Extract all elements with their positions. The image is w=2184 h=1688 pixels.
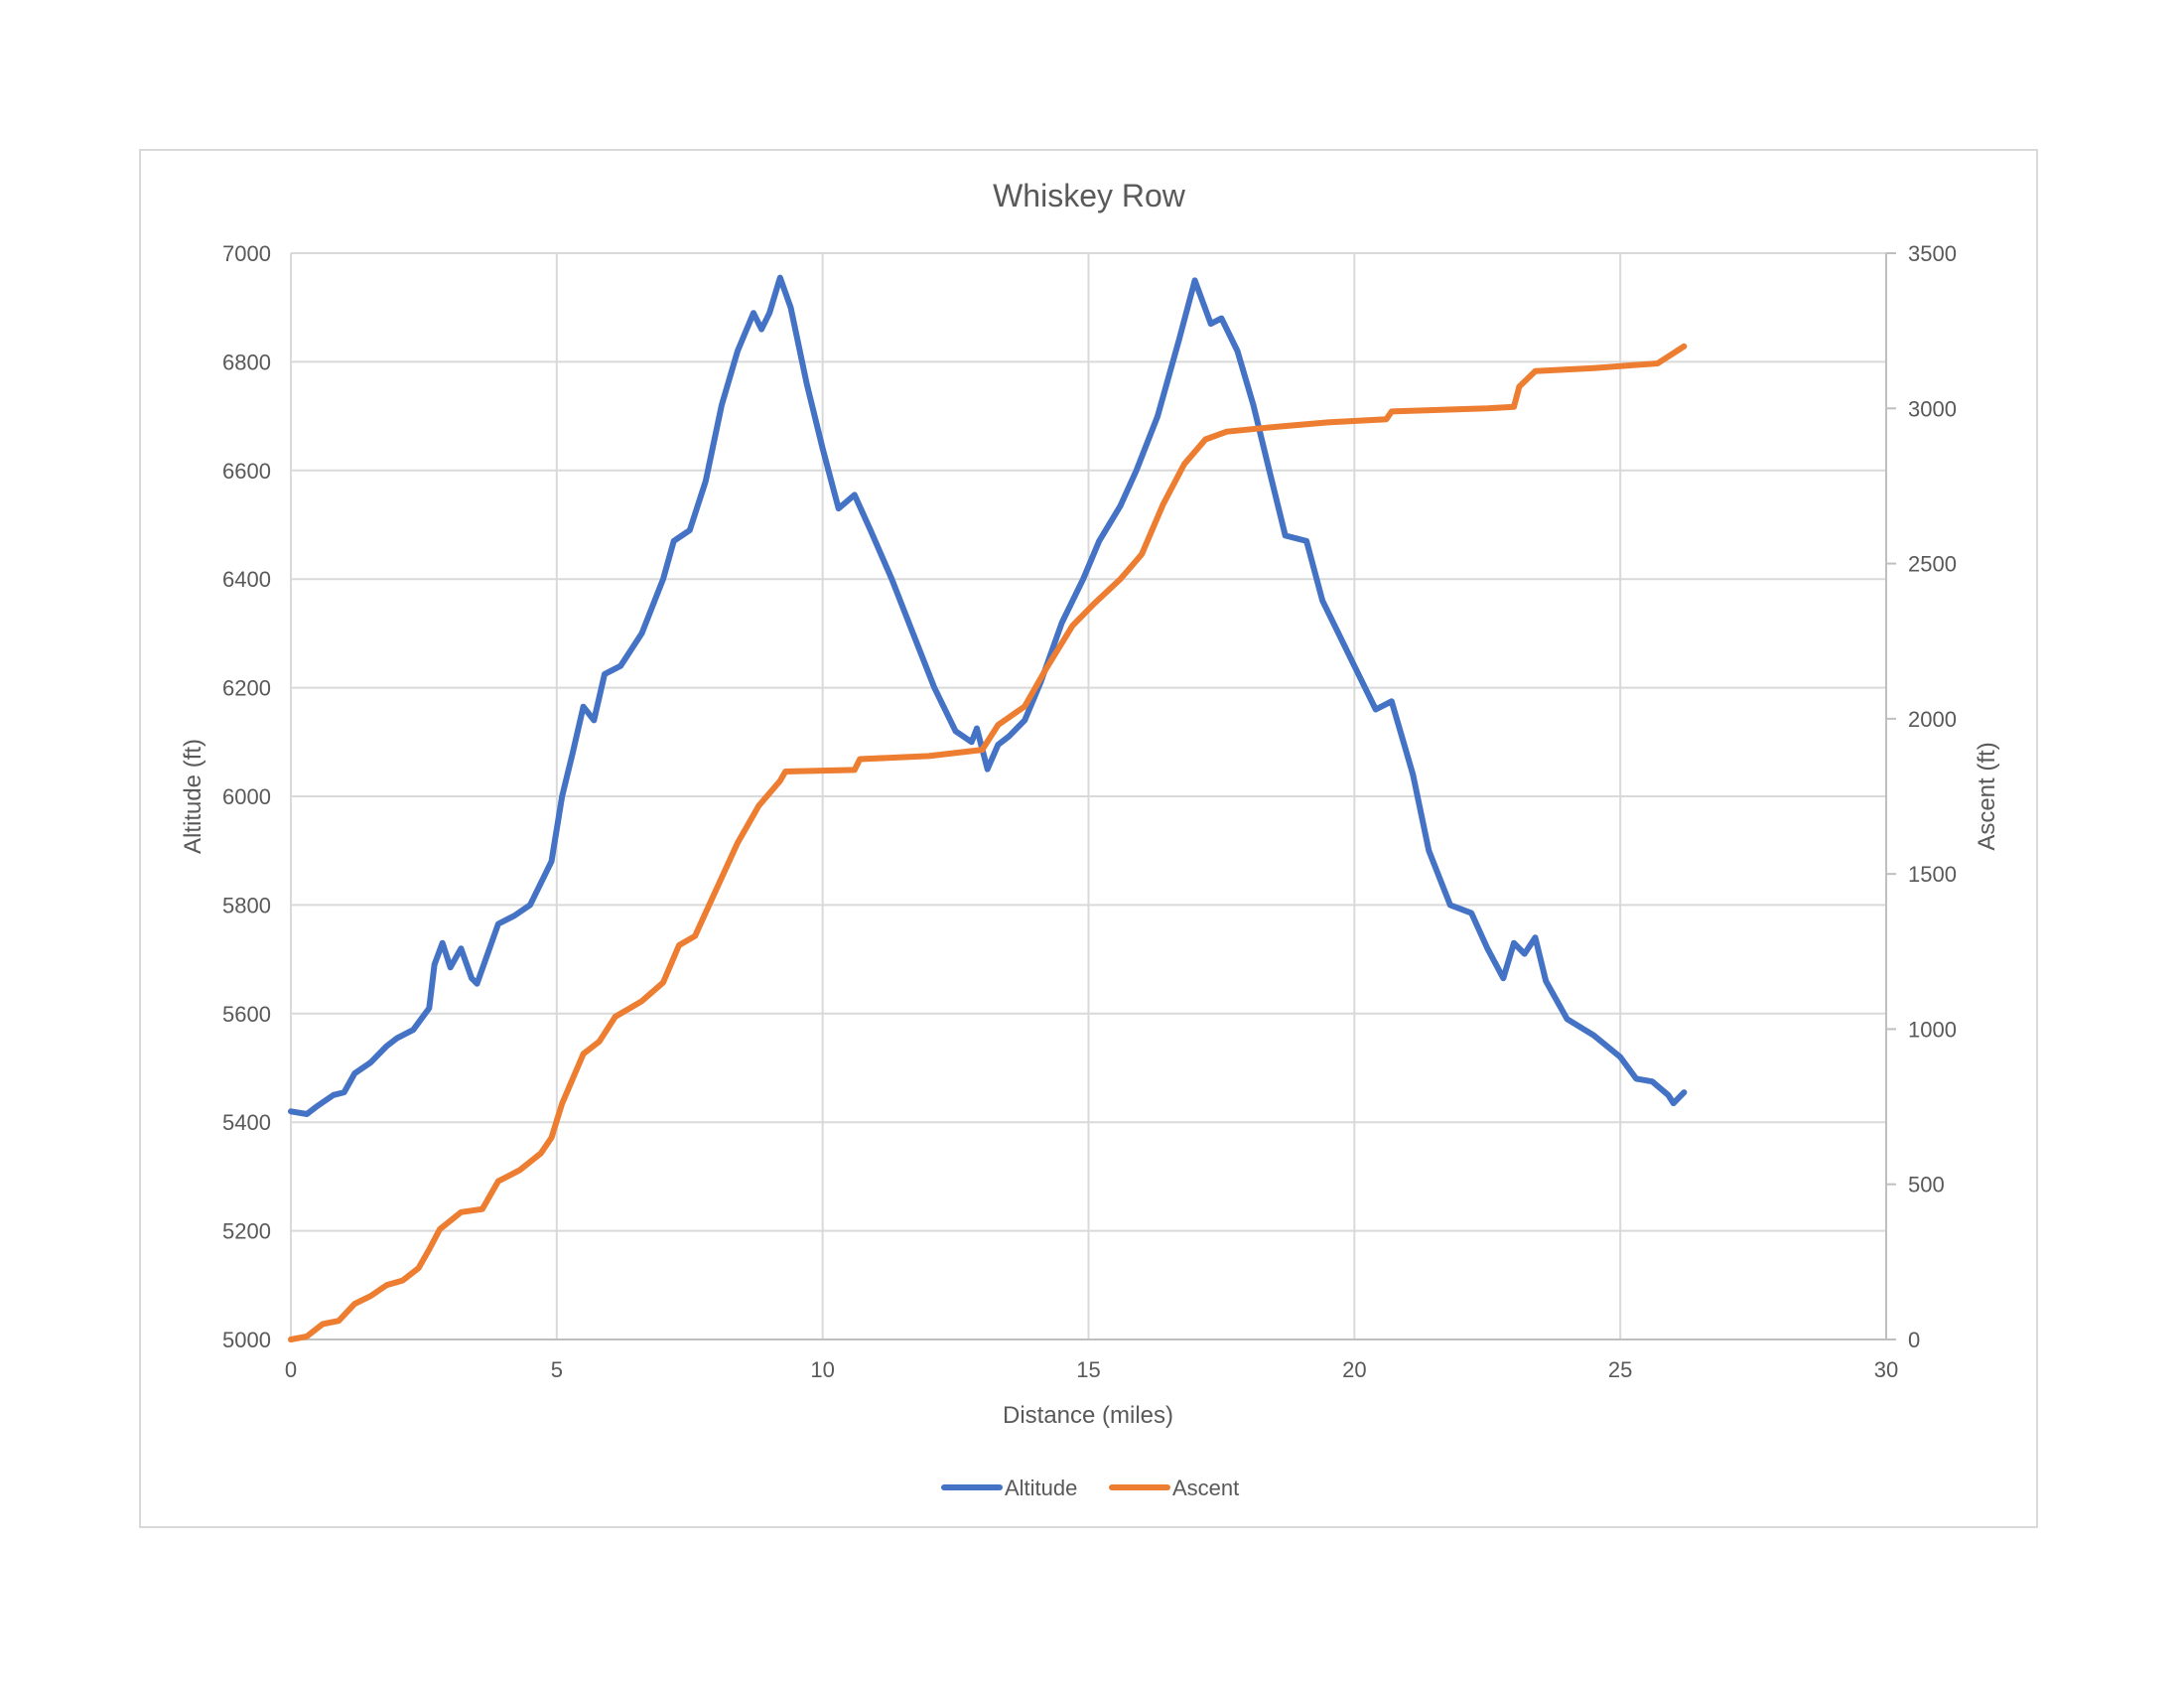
y-right-tick-label: 0 [1908, 1328, 1920, 1352]
x-tick-label: 5 [551, 1357, 563, 1382]
chart-title: Whiskey Row [993, 178, 1186, 213]
y-left-tick-label: 6600 [222, 459, 271, 484]
y-left-tick-label: 6200 [222, 676, 271, 701]
x-tick-label: 25 [1608, 1357, 1632, 1382]
y-left-tick-label: 5200 [222, 1219, 271, 1244]
y-axis-title-left: Altitude (ft) [180, 739, 206, 854]
y-right-tick-label: 3000 [1908, 396, 1957, 421]
series-line-altitude [288, 274, 1688, 1117]
series-line-ascent [288, 343, 1688, 1342]
axes [291, 252, 1896, 1340]
y-left-tick-label: 6400 [222, 567, 271, 592]
x-tick-label: 0 [285, 1357, 297, 1382]
y-axis-title-right: Ascent (ft) [1974, 742, 2000, 850]
y-left-tick-label: 5600 [222, 1002, 271, 1027]
y-left-tick-label: 5400 [222, 1110, 271, 1135]
y-right-tick-label: 500 [1908, 1173, 1945, 1197]
y-left-tick-label: 6000 [222, 784, 271, 809]
x-axis-title: Distance (miles) [1003, 1402, 1173, 1429]
y-right-tick-label: 2500 [1908, 552, 1957, 577]
y-right-tick-label: 1500 [1908, 862, 1957, 887]
x-tick-label: 10 [810, 1357, 834, 1382]
y-right-tick-label: 1000 [1908, 1017, 1957, 1042]
x-tick-label: 20 [1342, 1357, 1366, 1382]
y-left-tick-label: 5000 [222, 1328, 271, 1352]
y-right-tick-label: 3500 [1908, 241, 1957, 266]
y-left-tick-label: 6800 [222, 350, 271, 374]
y-right-tick-label: 2000 [1908, 707, 1957, 732]
y-left-tick-label: 5800 [222, 893, 271, 917]
legend-label-altitude: Altitude [1005, 1476, 1077, 1500]
tick-labels: 5000520054005600580060006200640066006800… [222, 241, 1957, 1382]
y-left-tick-label: 7000 [222, 241, 271, 266]
x-tick-label: 30 [1874, 1357, 1898, 1382]
legend: Altitude Ascent [941, 1476, 1239, 1500]
legend-label-ascent: Ascent [1172, 1476, 1239, 1500]
series-lines [288, 274, 1688, 1342]
x-tick-label: 15 [1076, 1357, 1100, 1382]
